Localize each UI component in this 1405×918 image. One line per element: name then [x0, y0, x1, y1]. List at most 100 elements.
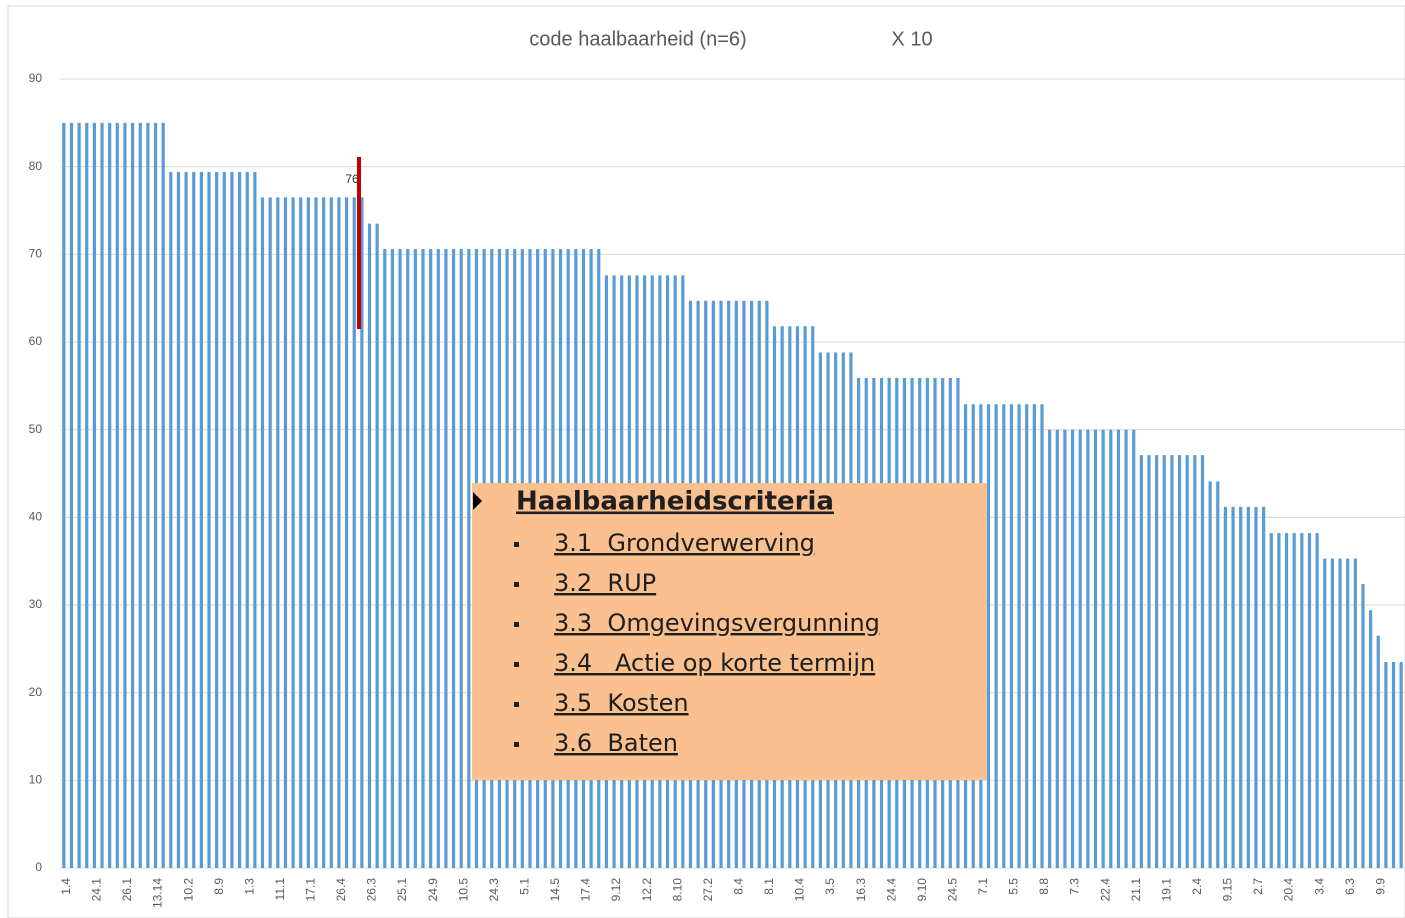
x-tick-label: 9.15: [1221, 878, 1235, 902]
x-tick-label: 8.4: [731, 878, 745, 895]
callout-item: 3.6 Baten: [554, 729, 678, 757]
bullet: [514, 542, 519, 547]
x-tick-label: 9.10: [915, 878, 929, 902]
callout-item: 3.2 RUP: [554, 569, 656, 597]
bar: [230, 171, 234, 869]
y-tick-label: 80: [29, 159, 43, 173]
bar: [1193, 455, 1197, 868]
callout-box: [472, 483, 987, 780]
bar: [1277, 533, 1281, 868]
callout-title: Haalbaarheidscriteria: [516, 487, 834, 517]
x-tick-label: 5.5: [1007, 878, 1021, 895]
x-tick-label: 8.8: [1037, 878, 1051, 895]
bar: [245, 171, 249, 869]
bar: [1216, 481, 1220, 868]
bar: [62, 122, 66, 869]
bar: [1002, 404, 1006, 868]
x-tick-label: 2.4: [1190, 878, 1204, 895]
x-tick-label: 12.2: [640, 878, 654, 902]
bar: [100, 122, 104, 869]
bar: [130, 122, 135, 869]
bar: [1330, 558, 1335, 868]
bar: [1254, 506, 1258, 868]
bar: [1315, 533, 1319, 868]
x-tick-label: 3.4: [1312, 878, 1326, 895]
x-tick-label: 24.4: [884, 878, 898, 902]
bar: [1155, 455, 1159, 868]
bar: [1300, 533, 1304, 868]
y-tick-label: 30: [29, 597, 43, 611]
bar: [85, 122, 89, 869]
bar: [467, 249, 471, 868]
bar: [184, 171, 188, 869]
bar: [176, 171, 181, 869]
x-tick-label: 26.4: [334, 878, 348, 902]
bar: [1063, 429, 1067, 868]
bar: [398, 249, 402, 868]
bar: [1338, 558, 1342, 868]
y-tick-label: 40: [29, 510, 43, 524]
bar: [1017, 404, 1021, 868]
bar: [1246, 506, 1250, 868]
x-tick-label: 20.4: [1282, 878, 1296, 902]
bar: [344, 197, 349, 869]
bar: [69, 122, 74, 869]
bar: [1208, 481, 1212, 868]
x-tick-label: 14.5: [548, 878, 562, 902]
bar: [123, 122, 127, 869]
bar: [444, 249, 448, 868]
x-tick-label: 24.3: [487, 878, 501, 902]
bar: [222, 171, 226, 869]
bar: [1040, 404, 1044, 868]
x-tick-label: 7.3: [1068, 878, 1082, 895]
annotation: 76: [345, 172, 359, 186]
bullet: [514, 582, 519, 587]
bar: [1185, 455, 1189, 868]
bar: [1346, 558, 1350, 868]
bar: [1323, 558, 1327, 868]
bar: [986, 404, 991, 868]
bar: [1223, 506, 1228, 868]
x-tick-label: 19.1: [1159, 878, 1173, 902]
bar: [276, 197, 280, 869]
bar: [1101, 429, 1105, 868]
x-tick-label: 10.5: [456, 878, 470, 902]
callout-item: 3.3 Omgevingsvergunning: [554, 609, 880, 637]
x-tick-label: 24.1: [90, 878, 104, 902]
y-tick-label: 20: [29, 685, 43, 699]
bar: [337, 197, 341, 869]
x-tick-label: 9.12: [609, 878, 623, 902]
y-tick-label: 70: [29, 247, 43, 261]
x-tick-label: 26.1: [120, 878, 134, 902]
bar: [161, 122, 165, 869]
bar: [207, 171, 211, 869]
bar: [352, 197, 356, 869]
callout-arrow: [473, 492, 482, 510]
bar: [421, 249, 425, 868]
bar: [383, 249, 387, 868]
bar: [260, 197, 265, 869]
bar: [291, 197, 295, 869]
bar: [1391, 661, 1396, 868]
bar: [115, 122, 119, 869]
x-tick-label: 1.4: [59, 878, 73, 895]
bar: [406, 249, 410, 868]
bullet: [514, 622, 519, 627]
bar: [1048, 429, 1052, 868]
bar: [360, 197, 364, 869]
bar: [199, 171, 203, 869]
callout-item: 3.1 Grondverwerving: [554, 529, 815, 557]
bar: [92, 122, 96, 869]
bar: [375, 223, 379, 868]
bullet: [514, 702, 519, 707]
y-tick-label: 10: [29, 773, 43, 787]
bar: [329, 197, 333, 869]
x-tick-label: 1.3: [242, 878, 256, 895]
bar: [1086, 429, 1090, 868]
x-tick-label: 2.7: [1251, 878, 1265, 895]
bar: [1369, 610, 1373, 868]
x-tick-label: 5.1: [518, 878, 532, 895]
bar: [1269, 533, 1273, 868]
bar: [1361, 583, 1365, 868]
